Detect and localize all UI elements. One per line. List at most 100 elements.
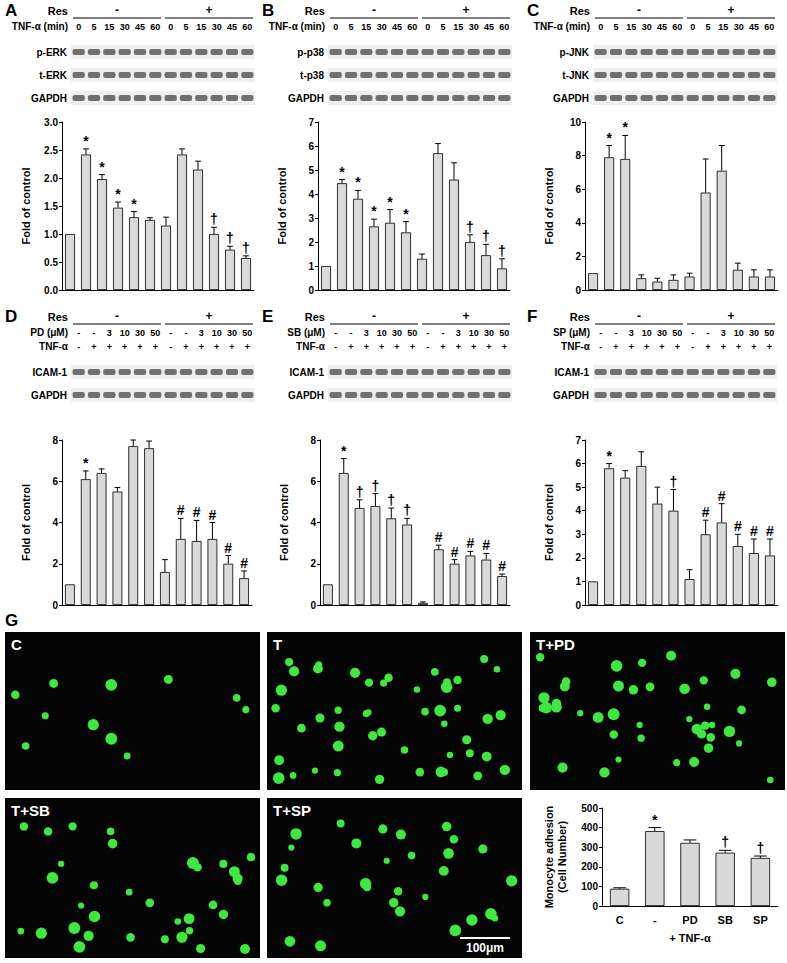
svg-text:-: - [426, 342, 429, 352]
svg-text:+: + [183, 342, 188, 352]
svg-text:8: 8 [52, 435, 58, 446]
svg-text:*: * [622, 119, 628, 135]
svg-text:0: 0 [308, 285, 314, 296]
svg-text:-: - [599, 328, 602, 338]
svg-text:ICAM-1: ICAM-1 [290, 367, 325, 378]
svg-text:-: - [426, 328, 429, 338]
svg-text:6: 6 [310, 476, 316, 487]
svg-text:3: 3 [629, 328, 634, 338]
svg-text:*: * [606, 448, 612, 464]
svg-text:p-JNK: p-JNK [560, 47, 590, 58]
svg-text:+: + [502, 342, 507, 352]
svg-text:Res: Res [48, 5, 68, 17]
svg-text:3.0: 3.0 [44, 117, 58, 128]
svg-text:+: + [245, 342, 250, 352]
svg-text:-: - [653, 914, 657, 926]
svg-text:#: # [177, 502, 185, 518]
svg-text:+: + [644, 342, 649, 352]
svg-text:2: 2 [575, 552, 581, 563]
svg-text:B: B [262, 1, 274, 20]
svg-text:5: 5 [440, 22, 445, 32]
svg-text:6: 6 [308, 141, 314, 152]
svg-text:TNF-α (min): TNF-α (min) [12, 21, 68, 32]
svg-text:Res: Res [305, 5, 325, 17]
svg-text:#: # [702, 504, 710, 520]
svg-text:†: † [387, 492, 395, 508]
svg-text:†: † [466, 219, 474, 235]
svg-text:4: 4 [575, 505, 581, 516]
svg-text:+: + [364, 342, 369, 352]
svg-text:+: + [705, 342, 710, 352]
svg-text:+: + [122, 342, 127, 352]
svg-text:GAPDH: GAPDH [553, 93, 589, 104]
svg-text:-: - [115, 3, 119, 17]
svg-text:t-ERK: t-ERK [39, 70, 68, 81]
svg-text:Fold of control: Fold of control [278, 484, 290, 561]
svg-text:60: 60 [672, 22, 682, 32]
svg-text:3: 3 [575, 529, 581, 540]
svg-text:+: + [727, 309, 734, 323]
svg-text:+: + [456, 342, 461, 352]
svg-text:45: 45 [227, 22, 237, 32]
svg-text:50: 50 [407, 328, 417, 338]
svg-text:Res: Res [48, 311, 68, 323]
svg-text:(Cell Number): (Cell Number) [556, 821, 568, 893]
svg-text:0: 0 [575, 285, 581, 296]
svg-text:*: * [339, 164, 345, 180]
svg-text:C: C [11, 636, 22, 653]
svg-text:50: 50 [764, 328, 774, 338]
svg-text:*: * [115, 186, 121, 202]
svg-text:1: 1 [308, 261, 314, 272]
svg-text:†: † [498, 243, 506, 259]
svg-text:†: † [403, 502, 411, 518]
svg-text:T+PD: T+PD [536, 636, 575, 653]
svg-text:10: 10 [377, 328, 387, 338]
svg-text:4: 4 [575, 217, 581, 228]
svg-text:PD: PD [682, 914, 697, 926]
svg-text:TNF-α (min): TNF-α (min) [534, 21, 590, 32]
svg-text:*: * [387, 194, 393, 210]
svg-text:+: + [214, 342, 219, 352]
svg-text:TNF-α: TNF-α [39, 341, 69, 352]
svg-text:†: † [721, 834, 729, 850]
svg-text:#: # [193, 504, 201, 520]
svg-text:Fold of control: Fold of control [20, 168, 32, 245]
svg-text:15: 15 [104, 22, 114, 32]
svg-text:TNF-α: TNF-α [561, 341, 591, 352]
svg-text:G: G [5, 611, 18, 630]
svg-text:-: - [372, 309, 376, 323]
svg-text:-: - [442, 328, 445, 338]
svg-text:2.5: 2.5 [44, 145, 58, 156]
svg-text:3: 3 [721, 328, 726, 338]
svg-text:0: 0 [52, 600, 58, 611]
svg-text:0: 0 [592, 901, 598, 912]
svg-text:t-JNK: t-JNK [562, 70, 589, 81]
svg-text:1.5: 1.5 [44, 201, 58, 212]
svg-text:+: + [727, 3, 734, 17]
svg-text:+: + [440, 342, 445, 352]
svg-text:-: - [691, 342, 694, 352]
svg-text:+: + [137, 342, 142, 352]
svg-text:10: 10 [120, 328, 130, 338]
svg-text:+: + [486, 342, 491, 352]
svg-text:GAPDH: GAPDH [288, 390, 324, 401]
svg-text:15: 15 [718, 22, 728, 32]
svg-text:30: 30 [392, 328, 402, 338]
svg-text:0: 0 [168, 22, 173, 32]
svg-text:7: 7 [308, 117, 314, 128]
svg-text:-: - [637, 3, 641, 17]
svg-text:+: + [675, 342, 680, 352]
svg-text:#: # [718, 488, 726, 504]
svg-text:60: 60 [764, 22, 774, 32]
svg-text:GAPDH: GAPDH [31, 93, 67, 104]
svg-text:30: 30 [657, 328, 667, 338]
svg-text:0: 0 [575, 600, 581, 611]
svg-text:5: 5 [613, 22, 618, 32]
svg-text:GAPDH: GAPDH [31, 390, 67, 401]
svg-text:45: 45 [749, 22, 759, 32]
svg-text:0: 0 [690, 22, 695, 32]
svg-text:3: 3 [107, 328, 112, 338]
svg-text:3: 3 [308, 213, 314, 224]
svg-text:3: 3 [364, 328, 369, 338]
svg-text:+: + [629, 342, 634, 352]
